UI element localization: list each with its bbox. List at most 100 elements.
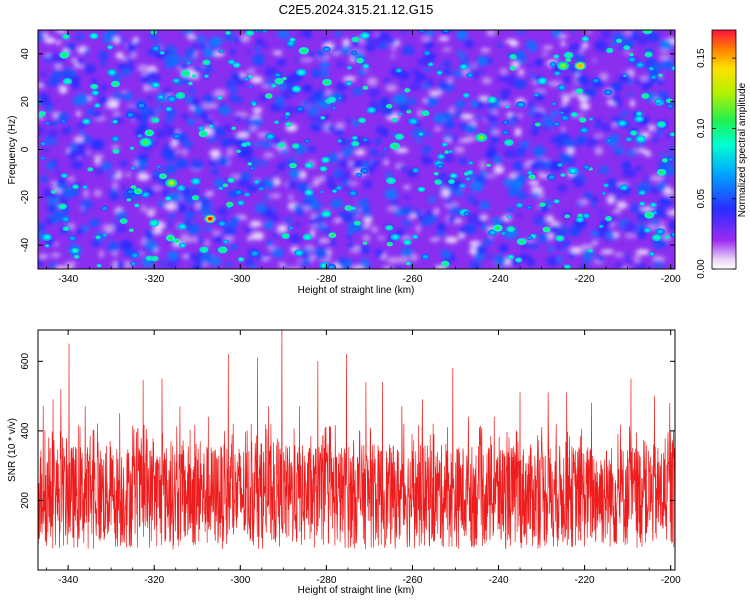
texture-blob [402, 219, 411, 227]
y-tick-label: -20 [20, 190, 31, 205]
texture-blob [575, 74, 589, 85]
texture-gap [268, 194, 280, 198]
texture-blob [152, 140, 159, 145]
texture-blob [635, 166, 642, 171]
texture-blob [382, 106, 395, 117]
texture-blob [437, 190, 443, 195]
texture-spot-core [528, 236, 532, 240]
texture-blob [368, 38, 381, 49]
texture-spot-core [663, 159, 667, 162]
texture-blob [487, 254, 493, 260]
texture-gap [145, 207, 157, 213]
texture-blob [159, 261, 166, 267]
texture-spot-core [583, 37, 588, 41]
texture-blob [621, 160, 631, 169]
texture-spot-core [168, 97, 175, 102]
texture-blob [262, 43, 269, 49]
texture-spot-core [413, 169, 418, 172]
texture-spot-core [637, 112, 641, 115]
texture-gap [624, 234, 637, 238]
texture-blob [156, 105, 164, 112]
texture-blob [199, 42, 208, 49]
texture-gap [309, 213, 319, 217]
x-tick-label: -200 [661, 575, 681, 586]
texture-blob [315, 237, 321, 242]
texture-spot-core [127, 199, 131, 201]
spectrogram-peaks [139, 61, 587, 224]
texture-spot-core [536, 123, 540, 126]
texture-blob [257, 255, 264, 261]
texture-gap [102, 224, 116, 231]
texture-gap [70, 58, 77, 62]
texture-blob [564, 138, 576, 149]
texture-spot-core [495, 226, 501, 230]
texture-blob [100, 60, 107, 66]
texture-spot-core [166, 197, 171, 201]
texture-gap [83, 189, 89, 198]
texture-blob [187, 253, 196, 260]
texture-blob [590, 201, 597, 207]
texture-gap [479, 160, 486, 170]
texture-spot-core [629, 57, 635, 62]
texture-spot-core [160, 52, 164, 54]
texture-blob [187, 118, 196, 126]
texture-gap [616, 201, 628, 209]
texture-blob [443, 68, 453, 76]
texture-blob [660, 241, 667, 247]
texture-blob [144, 230, 155, 239]
snr-x-axis: -340 -320 -300 -280 -260 -240 -220 -200 [46, 330, 681, 586]
snr-x-label: Height of straight line (km) [298, 585, 415, 596]
texture-blob [374, 138, 383, 145]
texture-spot-core [621, 185, 627, 190]
texture-blob [38, 222, 46, 232]
texture-blob [335, 128, 344, 136]
texture-spot-core [330, 233, 335, 237]
texture-gap [594, 134, 605, 138]
texture-blob [442, 251, 451, 259]
texture-spot-core [646, 52, 651, 57]
texture-blob [594, 123, 601, 129]
texture-gap [416, 109, 424, 117]
texture-blob [108, 188, 114, 193]
texture-blob [478, 69, 484, 74]
x-tick-label: -340 [58, 575, 78, 586]
texture-blob [265, 240, 274, 247]
texture-gap [312, 182, 320, 186]
texture-spot-core [276, 79, 282, 83]
texture-blob [636, 144, 643, 150]
texture-blob [595, 118, 602, 124]
snr-line [38, 330, 675, 550]
texture-spot-core [467, 73, 472, 77]
texture-blob [185, 96, 193, 103]
texture-spot-core [183, 71, 189, 76]
texture-blob [622, 253, 629, 259]
texture-blob [334, 30, 342, 37]
texture-blob [463, 55, 469, 61]
texture-spot-core [239, 258, 244, 261]
texture-spot-core [419, 187, 424, 191]
texture-blob [345, 118, 353, 125]
texture-spot-core [224, 240, 228, 243]
texture-spot-core [355, 221, 360, 225]
texture-blob [470, 70, 481, 79]
texture-blob [428, 196, 436, 203]
texture-spot-core [132, 253, 138, 258]
texture-blob [485, 58, 493, 64]
texture-blob [308, 146, 316, 153]
texture-gap [586, 30, 593, 34]
texture-blob [75, 93, 89, 105]
texture-spot-core [637, 63, 643, 67]
texture-blob [634, 262, 648, 269]
texture-blob [424, 66, 431, 72]
texture-blob [330, 46, 339, 54]
texture-blob [569, 45, 577, 52]
texture-blob [313, 246, 328, 258]
texture-spot-core [605, 90, 611, 95]
texture-blob [98, 96, 109, 105]
texture-spot-core [64, 227, 68, 230]
texture-spot-core [651, 203, 656, 207]
texture-spot-core [577, 218, 583, 222]
texture-blob [556, 142, 564, 149]
spectrogram-peak [577, 64, 583, 68]
texture-spot-core [52, 191, 55, 193]
